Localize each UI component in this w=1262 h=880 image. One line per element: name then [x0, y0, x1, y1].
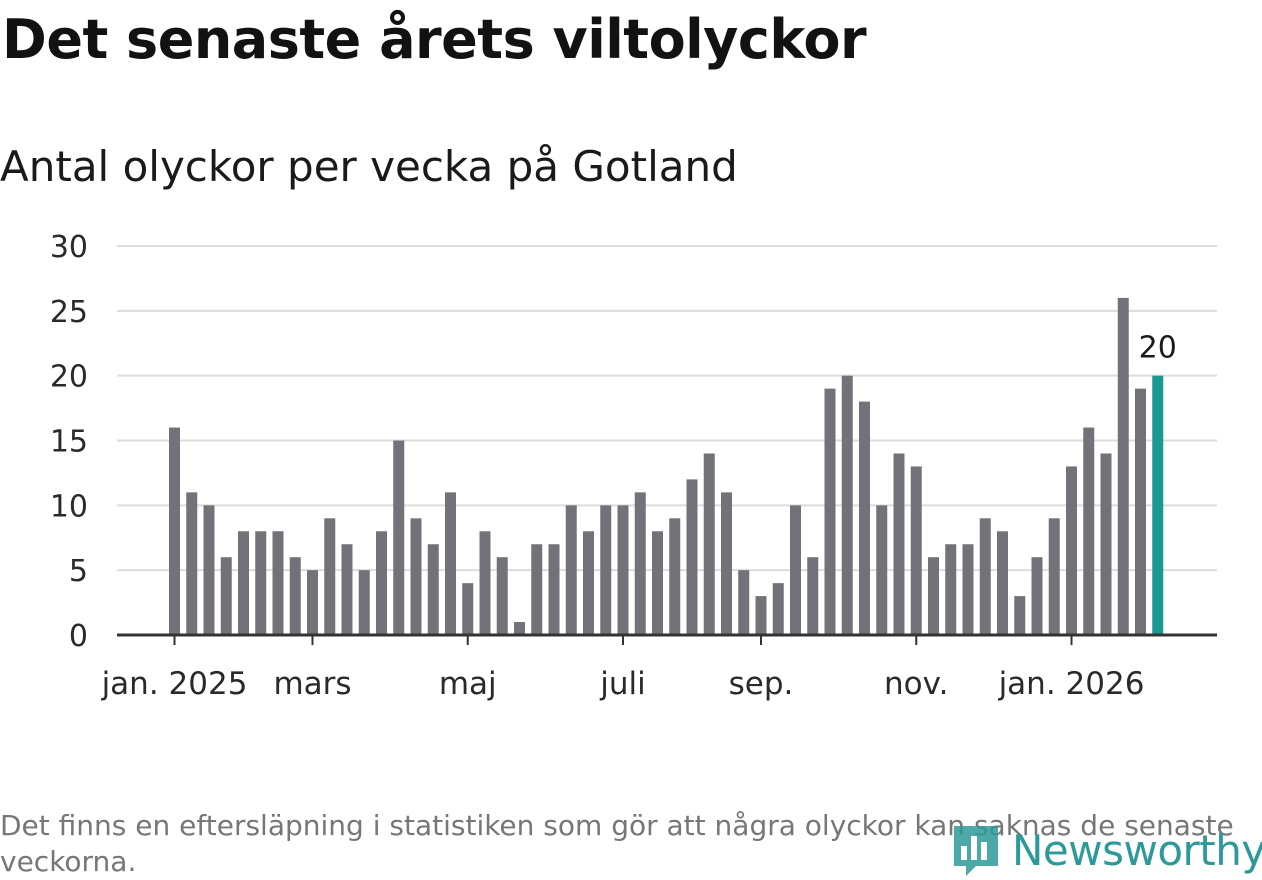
bar — [755, 596, 767, 635]
bar — [634, 492, 646, 635]
bar — [358, 570, 370, 635]
bar — [1117, 297, 1129, 635]
bar-layer — [169, 297, 1164, 635]
bar — [910, 466, 922, 635]
bar — [859, 401, 870, 635]
x-tick-label: maj — [439, 666, 497, 702]
bar — [238, 531, 249, 635]
x-tick-label: jan. 2026 — [998, 666, 1145, 702]
bar — [307, 570, 318, 635]
label-layer: 0 5 10 15 20 25 30 20 jan. 2025 mars maj juli sep. no… — [50, 230, 1177, 702]
bar — [203, 505, 215, 635]
bar — [548, 544, 560, 635]
bar — [600, 505, 612, 635]
bar — [772, 583, 784, 635]
bar — [324, 518, 336, 635]
bar — [479, 531, 491, 635]
y-tick-label: 30 — [50, 230, 88, 265]
brand-name: Newsworthy — [1012, 825, 1262, 875]
bar — [565, 505, 577, 635]
bar — [427, 544, 439, 635]
x-tick-label: juli — [599, 666, 646, 702]
x-tick-label: nov. — [884, 666, 948, 702]
bar — [652, 531, 663, 635]
x-tick-label: mars — [273, 666, 351, 702]
highlight-bar — [1152, 375, 1164, 635]
bar — [738, 570, 750, 635]
bar — [289, 557, 301, 635]
bar — [531, 544, 543, 635]
bar — [1031, 557, 1043, 635]
bar — [979, 518, 991, 635]
bar — [376, 531, 387, 635]
bar — [169, 427, 180, 635]
bar — [220, 557, 232, 635]
bar — [393, 440, 405, 635]
bar — [962, 544, 974, 635]
y-tick-label: 10 — [50, 489, 88, 524]
bar — [1083, 427, 1095, 635]
bar — [1066, 466, 1077, 635]
highlight-data-label: 20 — [1139, 331, 1177, 366]
bar — [1135, 388, 1146, 635]
newsworthy-logo-icon — [954, 826, 998, 876]
bar — [669, 518, 681, 635]
bar — [410, 518, 422, 635]
x-tick-label: jan. 2025 — [101, 666, 248, 702]
y-tick-label: 25 — [50, 295, 88, 330]
bar — [496, 557, 508, 635]
bar — [841, 375, 853, 635]
bar — [462, 583, 474, 635]
bar — [721, 492, 732, 635]
bar — [341, 544, 353, 635]
bar — [445, 492, 456, 635]
y-tick-label: 20 — [50, 360, 88, 395]
y-tick-label: 0 — [69, 619, 88, 654]
bar — [928, 557, 939, 635]
bar — [893, 453, 905, 635]
bar — [824, 388, 836, 635]
bar — [703, 453, 715, 635]
y-tick-label: 15 — [50, 425, 88, 460]
bar — [583, 531, 594, 635]
newsworthy-logo: Newsworthy — [950, 820, 1262, 880]
bar — [945, 544, 957, 635]
bar — [617, 505, 629, 635]
bar — [876, 505, 888, 635]
axis-layer — [117, 633, 1217, 645]
y-tick-label: 5 — [69, 554, 88, 589]
bar — [997, 531, 1008, 635]
bar — [790, 505, 801, 635]
bar — [186, 492, 198, 635]
footnote: Det finns en eftersläpning i statistiken… — [0, 809, 1234, 878]
bar — [686, 479, 698, 635]
bar — [1048, 518, 1060, 635]
bar — [1100, 453, 1112, 635]
chart-title: Det senaste årets viltolyckor — [2, 8, 867, 71]
x-tick-label: sep. — [729, 666, 794, 702]
bar — [807, 557, 819, 635]
chart-subtitle: Antal olyckor per vecka på Gotland — [0, 142, 738, 191]
bar — [272, 531, 284, 635]
bar — [514, 622, 525, 635]
bar — [255, 531, 267, 635]
bar — [1014, 596, 1026, 635]
